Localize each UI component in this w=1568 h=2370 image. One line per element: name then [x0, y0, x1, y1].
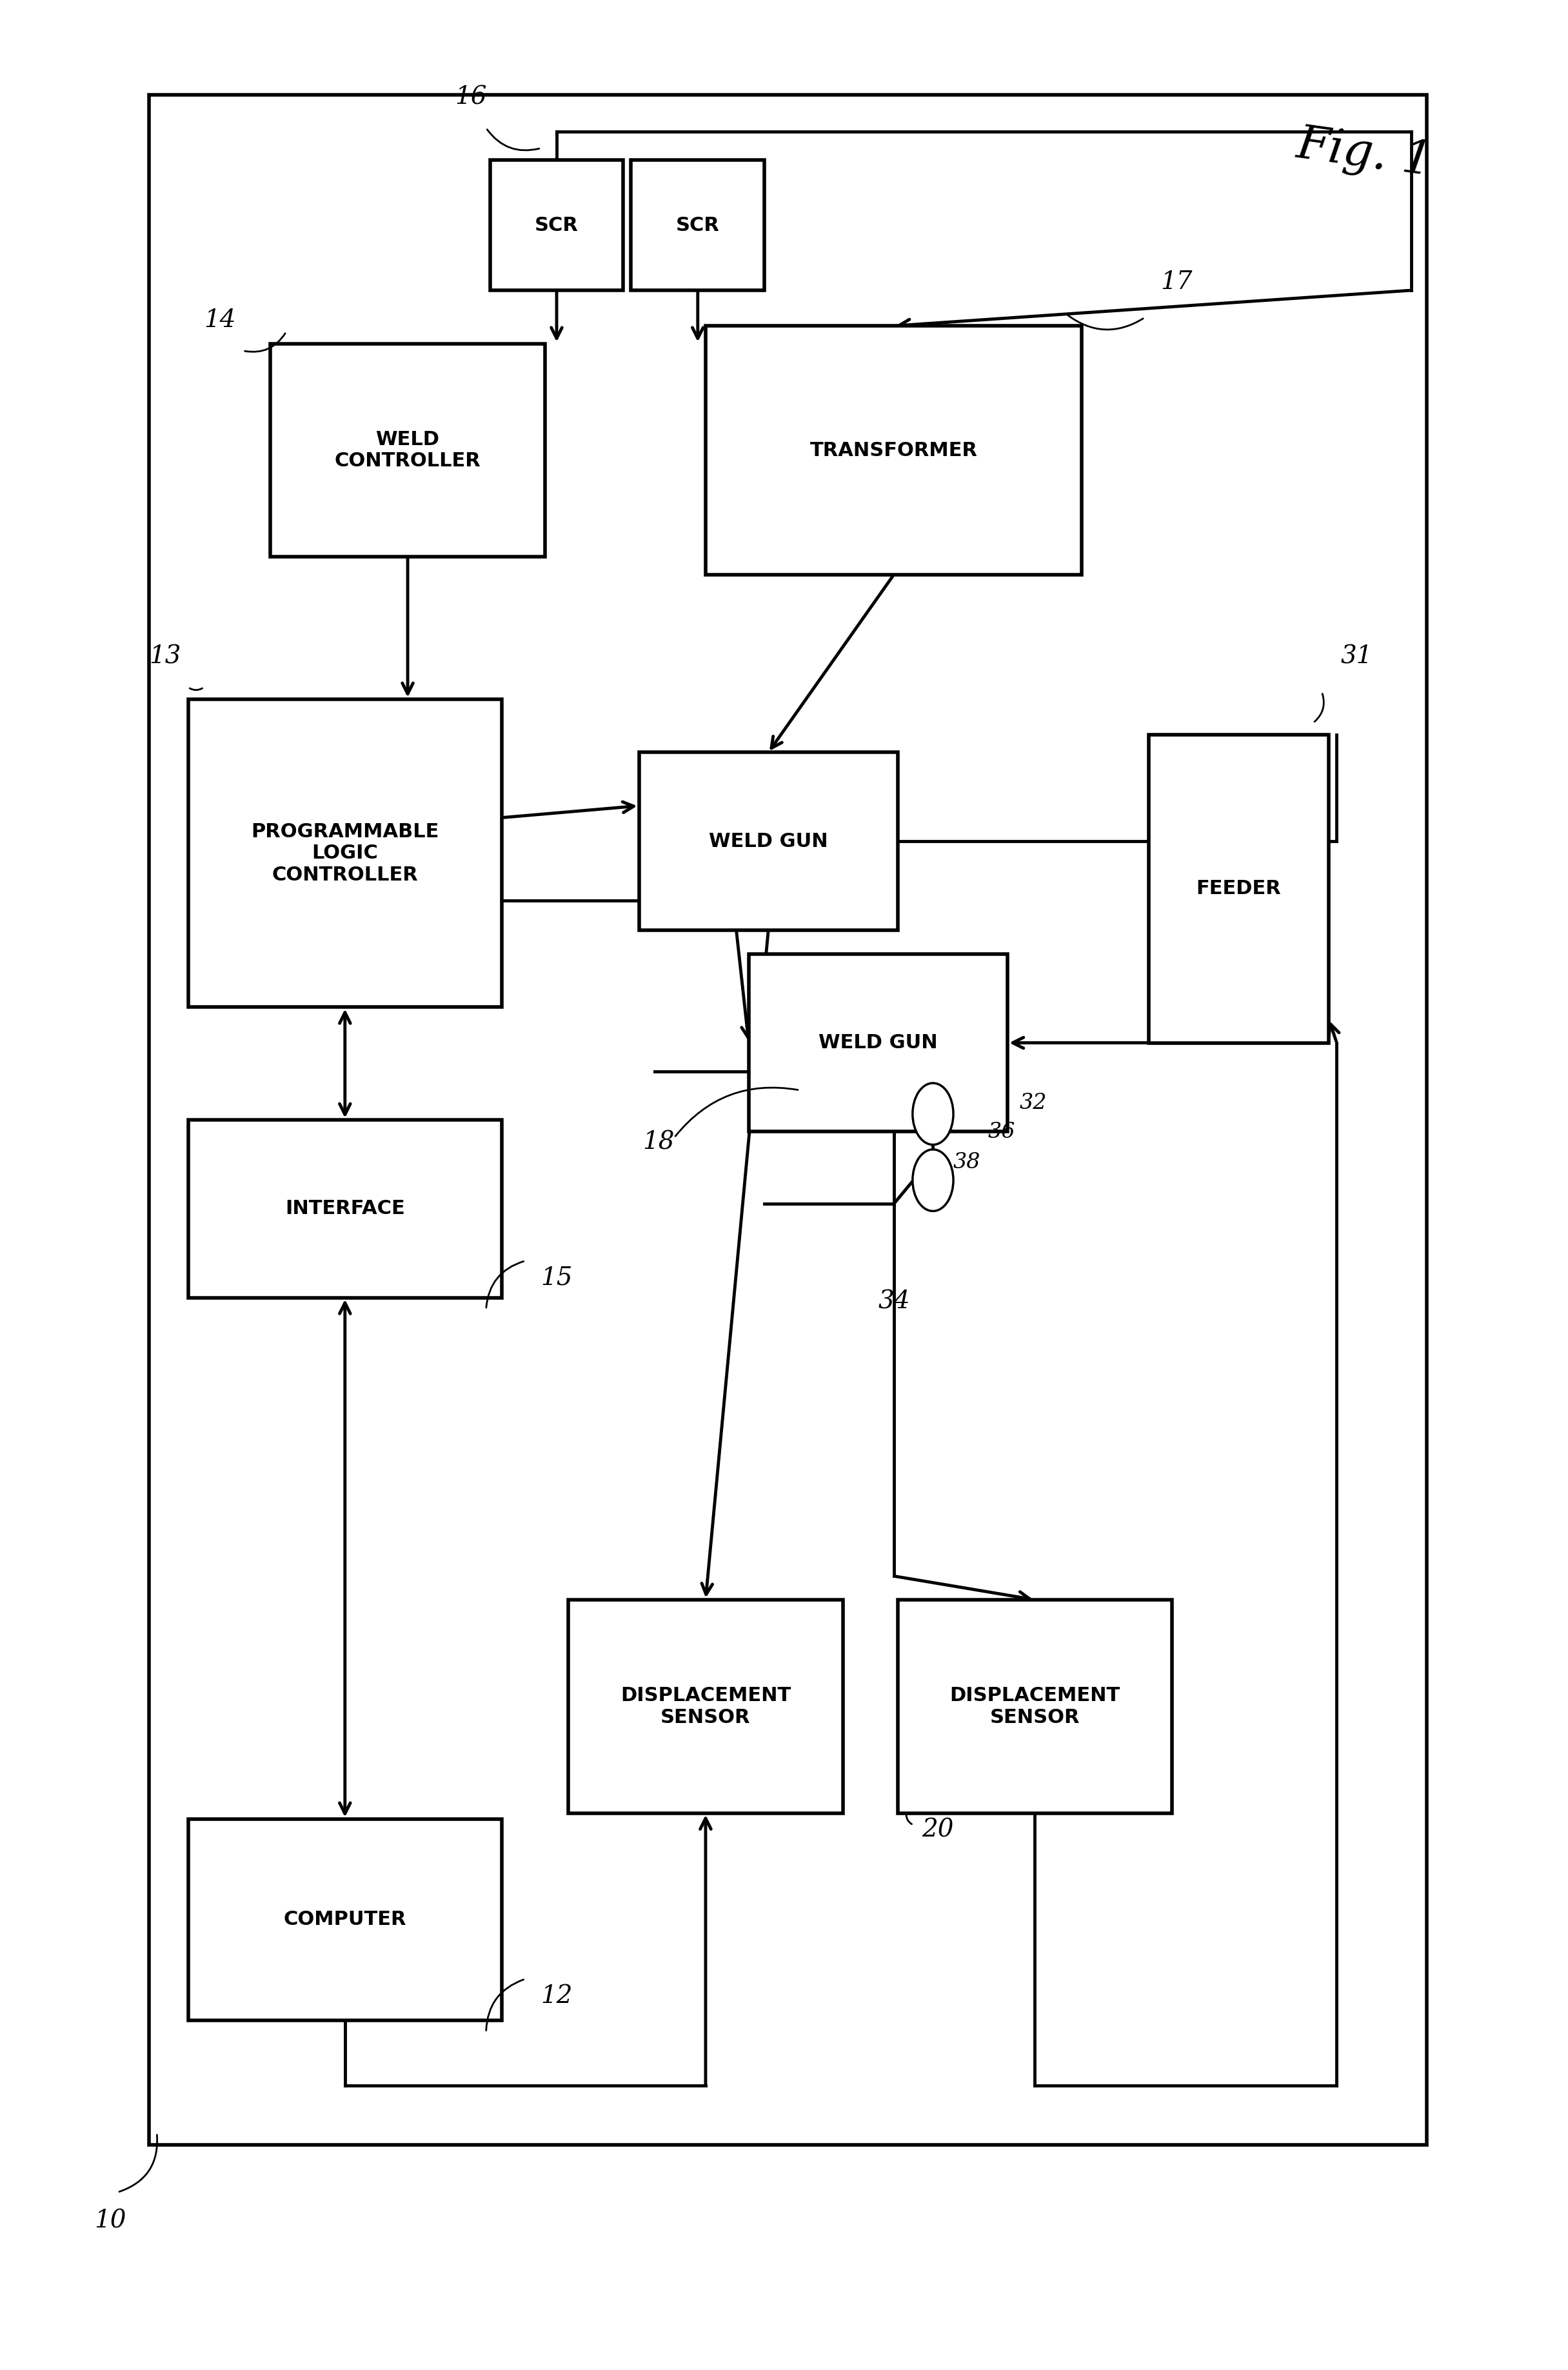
Bar — [1149, 735, 1330, 1043]
Text: 12: 12 — [541, 1984, 572, 2007]
Bar — [489, 159, 624, 289]
Bar — [640, 754, 897, 929]
Bar — [569, 1600, 844, 1813]
Text: 34: 34 — [878, 1289, 909, 1313]
Bar — [632, 159, 765, 289]
Bar — [271, 344, 546, 557]
Text: TRANSFORMER: TRANSFORMER — [811, 441, 977, 460]
Bar — [750, 953, 1008, 1130]
Text: 16: 16 — [455, 85, 486, 109]
Text: WELD
CONTROLLER: WELD CONTROLLER — [334, 429, 481, 472]
Text: 17: 17 — [1160, 270, 1192, 294]
Text: WELD GUN: WELD GUN — [709, 832, 828, 851]
Text: 20: 20 — [922, 1818, 953, 1841]
Bar — [188, 1121, 502, 1296]
Bar — [149, 95, 1427, 2145]
Text: DISPLACEMENT
SENSOR: DISPLACEMENT SENSOR — [621, 1685, 790, 1728]
Text: 13: 13 — [149, 645, 180, 668]
Text: DISPLACEMENT
SENSOR: DISPLACEMENT SENSOR — [950, 1685, 1120, 1728]
Circle shape — [913, 1149, 953, 1211]
Text: 15: 15 — [541, 1266, 572, 1289]
Text: FEEDER: FEEDER — [1196, 879, 1281, 898]
Bar — [188, 699, 502, 1007]
Text: PROGRAMMABLE
LOGIC
CONTROLLER: PROGRAMMABLE LOGIC CONTROLLER — [251, 822, 439, 884]
Text: 14: 14 — [204, 308, 235, 332]
Text: 10: 10 — [94, 2209, 125, 2233]
Bar — [706, 325, 1082, 574]
Text: 38: 38 — [953, 1152, 980, 1173]
Text: 36: 36 — [988, 1121, 1014, 1142]
Text: INTERFACE: INTERFACE — [285, 1199, 405, 1218]
Text: Fig. 1: Fig. 1 — [1294, 121, 1435, 187]
Text: 18: 18 — [643, 1130, 674, 1154]
Text: WELD GUN: WELD GUN — [818, 1033, 938, 1052]
Bar — [897, 1600, 1173, 1813]
Text: COMPUTER: COMPUTER — [284, 1910, 406, 1929]
Text: 31: 31 — [1341, 645, 1372, 668]
Text: SCR: SCR — [535, 216, 579, 235]
Text: SCR: SCR — [676, 216, 720, 235]
Circle shape — [913, 1083, 953, 1145]
Bar — [188, 1820, 502, 2019]
Text: 32: 32 — [1019, 1093, 1046, 1114]
